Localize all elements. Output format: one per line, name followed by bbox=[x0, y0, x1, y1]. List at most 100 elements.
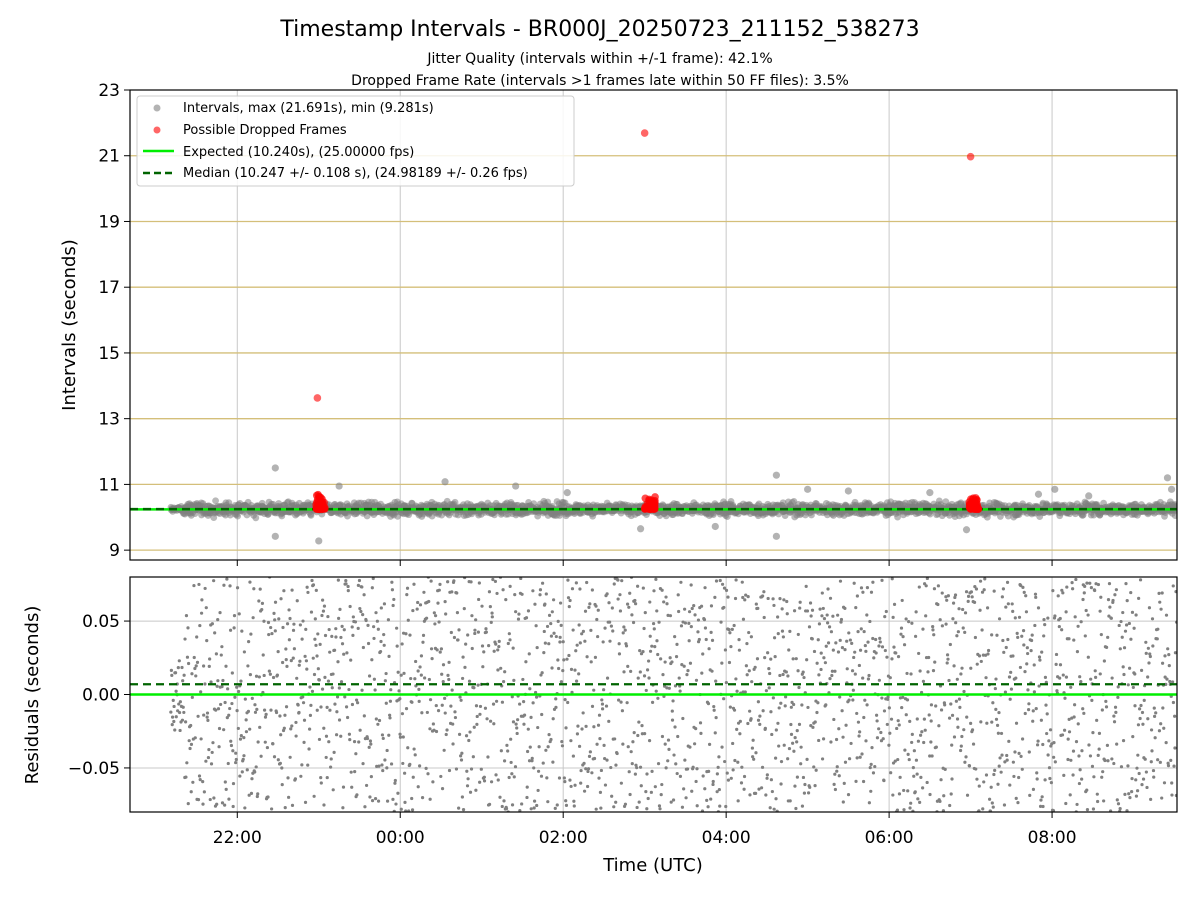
chart-title: Timestamp Intervals - BR000J_20250723_21… bbox=[279, 17, 919, 42]
residual-point bbox=[1146, 717, 1150, 721]
residual-point bbox=[584, 724, 588, 728]
residual-point bbox=[1071, 773, 1075, 777]
residual-point bbox=[772, 807, 776, 811]
residual-point bbox=[248, 673, 252, 677]
residual-point bbox=[395, 626, 399, 630]
residual-point bbox=[954, 699, 958, 703]
residual-point bbox=[586, 769, 590, 774]
residual-point bbox=[556, 658, 560, 662]
residual-point bbox=[512, 678, 516, 682]
residual-point bbox=[756, 718, 761, 722]
residual-point bbox=[212, 796, 216, 800]
residual-point bbox=[449, 630, 453, 635]
residual-point bbox=[828, 596, 833, 600]
residual-point bbox=[379, 639, 383, 644]
residual-point bbox=[566, 700, 570, 705]
residual-point bbox=[594, 604, 598, 608]
residual-point bbox=[907, 619, 911, 624]
residual-point bbox=[527, 759, 532, 763]
residual-point bbox=[488, 719, 493, 723]
residual-point bbox=[596, 723, 601, 727]
residual-point bbox=[780, 629, 785, 633]
residual-point bbox=[504, 598, 508, 602]
residual-point bbox=[543, 602, 547, 606]
residual-point bbox=[806, 791, 811, 795]
residual-point bbox=[581, 711, 585, 715]
residual-point bbox=[605, 758, 609, 762]
residual-point bbox=[676, 734, 680, 739]
residual-point bbox=[723, 759, 727, 764]
residual-point bbox=[710, 669, 714, 673]
residual-point bbox=[1140, 710, 1145, 715]
residual-point bbox=[226, 761, 230, 766]
residual-point bbox=[1064, 610, 1068, 614]
residual-point bbox=[1095, 718, 1099, 722]
residual-point bbox=[497, 644, 501, 649]
residual-point bbox=[303, 654, 307, 658]
residual-point bbox=[487, 590, 492, 594]
residual-point bbox=[347, 687, 351, 692]
residual-point bbox=[724, 588, 729, 593]
residual-point bbox=[203, 586, 207, 591]
residual-point bbox=[1093, 588, 1097, 593]
residual-point bbox=[941, 809, 946, 812]
interval-outlier-14 bbox=[962, 526, 971, 534]
residual-point bbox=[1108, 605, 1112, 609]
residual-point bbox=[494, 642, 498, 646]
residual-point bbox=[648, 600, 652, 604]
residual-point bbox=[337, 686, 341, 690]
residual-point bbox=[1074, 740, 1079, 744]
residual-point bbox=[788, 629, 792, 633]
residual-point bbox=[340, 642, 345, 646]
residual-point bbox=[1080, 749, 1084, 753]
residual-point bbox=[441, 679, 445, 684]
residuals-plot: −0.050.000.05 22:00 00:00 02:00 04:00 06:00 0… bbox=[22, 576, 1178, 876]
residual-point bbox=[1103, 758, 1107, 763]
residual-point bbox=[984, 676, 988, 680]
residual-point bbox=[769, 710, 773, 714]
residual-point bbox=[778, 597, 782, 601]
residual-point bbox=[577, 672, 581, 676]
residual-point bbox=[480, 604, 484, 608]
residual-point bbox=[228, 628, 233, 632]
residual-point bbox=[614, 763, 618, 767]
residual-point bbox=[965, 793, 970, 797]
residual-point bbox=[1004, 645, 1008, 650]
residual-point bbox=[245, 768, 249, 772]
dropped-frame-point bbox=[641, 494, 650, 503]
residual-point bbox=[520, 592, 524, 596]
residual-point bbox=[1021, 585, 1025, 589]
residual-point bbox=[686, 669, 690, 673]
residual-point bbox=[568, 598, 572, 603]
residual-point bbox=[1002, 803, 1007, 807]
residual-point bbox=[1082, 591, 1086, 595]
residual-point bbox=[583, 609, 588, 613]
residual-point bbox=[651, 621, 656, 626]
residual-point bbox=[1116, 802, 1121, 806]
residual-point bbox=[853, 650, 857, 654]
residual-point bbox=[554, 634, 558, 639]
residual-point bbox=[328, 650, 332, 654]
residual-point bbox=[947, 716, 952, 720]
residual-point bbox=[1165, 677, 1169, 681]
residual-point bbox=[757, 787, 761, 791]
residual-point bbox=[1162, 781, 1167, 785]
residual-point bbox=[306, 590, 310, 595]
residual-point bbox=[740, 580, 744, 584]
residual-point bbox=[972, 600, 977, 604]
residual-point bbox=[630, 762, 634, 766]
residual-point bbox=[317, 737, 322, 742]
residual-point bbox=[580, 632, 584, 636]
residual-point bbox=[1136, 723, 1141, 727]
residual-point bbox=[306, 763, 310, 767]
residual-point bbox=[531, 701, 535, 705]
residual-point bbox=[342, 652, 346, 656]
residual-point bbox=[450, 688, 454, 692]
residual-point bbox=[303, 800, 308, 804]
residual-point bbox=[208, 797, 212, 802]
residual-point bbox=[711, 779, 715, 784]
residual-point bbox=[338, 607, 342, 611]
residual-point bbox=[428, 797, 432, 801]
residual-point bbox=[388, 713, 392, 717]
residual-point bbox=[450, 590, 454, 594]
